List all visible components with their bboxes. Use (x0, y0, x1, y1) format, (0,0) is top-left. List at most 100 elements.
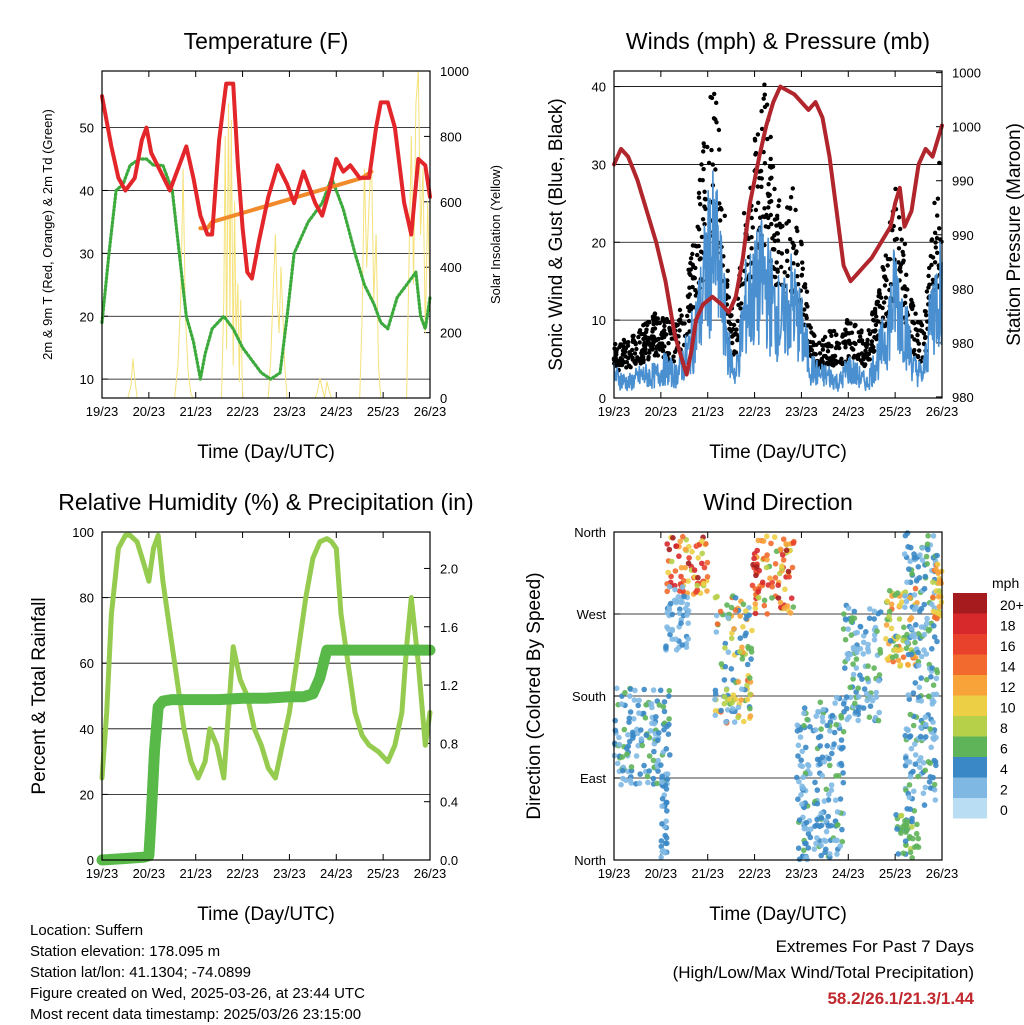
direction-point (761, 597, 768, 604)
gust-point (915, 328, 920, 333)
gust-point (760, 214, 766, 219)
direction-point (738, 697, 744, 703)
direction-point (730, 692, 737, 698)
gust-point (843, 327, 848, 332)
direction-point (918, 755, 924, 761)
direction-point (740, 624, 746, 630)
colorbar-swatch (953, 736, 987, 757)
gust-point (713, 167, 718, 172)
direction-point (920, 790, 927, 797)
direction-point (866, 615, 873, 622)
direction-point (918, 724, 924, 731)
direction-point (814, 816, 820, 823)
y-tick-label: North (574, 853, 606, 868)
direction-point (659, 821, 665, 827)
direction-point (737, 648, 743, 655)
direction-point (740, 601, 747, 608)
gust-point (833, 345, 839, 351)
direction-point (664, 541, 670, 547)
gust-point (700, 217, 706, 222)
x-tick-label: 22/23 (738, 866, 771, 881)
direction-point (916, 684, 923, 691)
direction-point (930, 579, 936, 585)
gust-point (862, 363, 867, 369)
direction-point (801, 722, 807, 729)
y2-tick-label: 0.4 (440, 795, 458, 810)
gust-point (784, 249, 790, 254)
gust-point (762, 82, 767, 87)
gust-point (709, 147, 714, 153)
direction-point (928, 744, 934, 751)
gust-point (800, 260, 805, 265)
direction-point (729, 706, 736, 712)
direction-point (863, 690, 870, 697)
direction-point (712, 691, 719, 697)
direction-point (814, 756, 821, 763)
colorbar: mph 20+ 18 16 14 12 10 8 6 4 2 0 (953, 575, 1024, 819)
direction-point (828, 782, 835, 788)
direction-point (883, 622, 890, 628)
direction-point (840, 770, 846, 776)
gust-point (829, 344, 834, 349)
gust-point (930, 281, 936, 286)
direction-point (907, 733, 914, 739)
gust-point (821, 354, 827, 359)
direction-point (884, 656, 891, 662)
gust-point (937, 226, 942, 231)
gust-point (934, 236, 940, 241)
direction-point (909, 815, 915, 822)
gust-point (871, 318, 877, 323)
direction-point (801, 825, 807, 832)
direction-point (764, 552, 770, 558)
colorbar-swatch (953, 716, 987, 737)
direction-point (935, 570, 941, 576)
gust-point (827, 329, 832, 334)
direction-point (906, 696, 913, 702)
direction-point (772, 574, 779, 581)
direction-point (663, 835, 670, 841)
gust-point (877, 288, 882, 293)
direction-point (628, 768, 635, 774)
gust-point (772, 238, 778, 244)
direction-point (621, 726, 628, 733)
y2-tick-label: 980 (952, 390, 974, 405)
direction-point (723, 719, 729, 725)
y2-tick-label: 0.8 (440, 736, 458, 751)
gust-point (915, 354, 921, 360)
direction-point (900, 654, 907, 660)
direction-point (685, 608, 692, 614)
direction-point (741, 718, 747, 725)
direction-point (622, 689, 628, 696)
direction-point (717, 608, 724, 615)
direction-point (623, 777, 629, 784)
direction-point (798, 757, 804, 763)
gust-point (839, 356, 844, 361)
direction-point (904, 639, 911, 646)
direction-point (662, 840, 669, 846)
gust-point (799, 242, 804, 247)
direction-point (864, 697, 870, 704)
gust-point (712, 91, 717, 97)
colorbar-swatch (953, 634, 987, 655)
direction-point (935, 593, 942, 600)
series-wind (613, 170, 943, 392)
gust-point (926, 285, 931, 290)
direction-point (886, 587, 893, 594)
direction-point (805, 762, 812, 769)
gust-point (935, 250, 940, 255)
gust-point (805, 304, 810, 309)
gust-point (785, 273, 790, 279)
direction-point (627, 693, 633, 699)
direction-point (922, 573, 929, 580)
direction-point (912, 585, 919, 592)
direction-point (763, 564, 770, 571)
gust-point (876, 319, 881, 324)
direction-point (818, 822, 825, 829)
direction-point (851, 608, 858, 615)
direction-point (636, 710, 642, 716)
direction-point (693, 589, 699, 595)
gust-point (641, 354, 646, 360)
direction-point (934, 615, 940, 622)
direction-point (783, 547, 790, 554)
